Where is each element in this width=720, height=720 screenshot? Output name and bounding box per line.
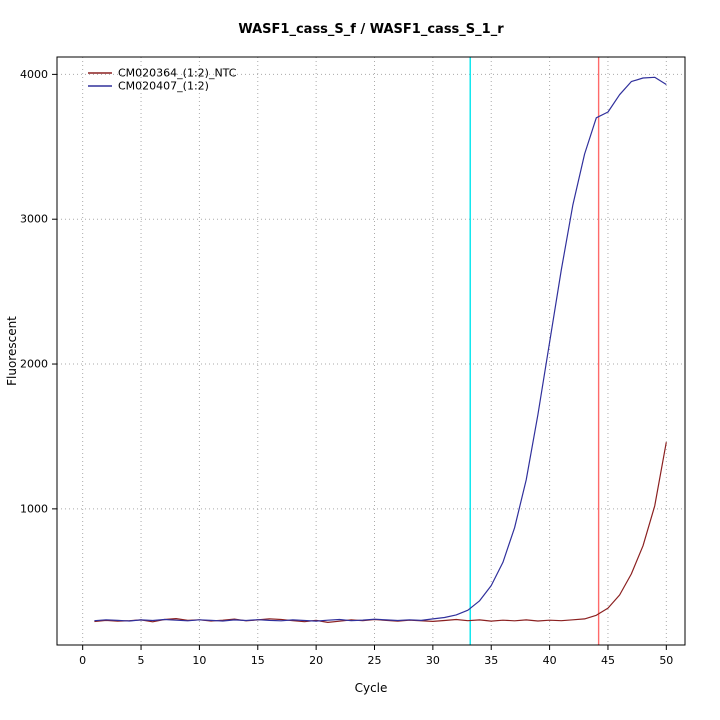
legend-label-0: CM020364_(1:2)_NTC <box>118 67 237 80</box>
series-line-1 <box>94 76 667 622</box>
chart-title: WASF1_cass_S_f / WASF1_cass_S_1_r <box>238 22 504 37</box>
x-tick-label: 30 <box>426 654 440 667</box>
x-tick-label: 0 <box>79 654 86 667</box>
plot-box <box>56 56 686 646</box>
x-tick-label: 35 <box>484 654 498 667</box>
x-tick-label: 20 <box>309 654 323 667</box>
x-tick-label: 40 <box>543 654 557 667</box>
series-line-0 <box>94 442 667 624</box>
y-axis-label: Fluorescent <box>5 316 19 386</box>
x-tick-label: 5 <box>138 654 145 667</box>
y-tick-label: 1000 <box>20 502 48 515</box>
x-axis-label: Cycle <box>355 681 388 695</box>
legend-label-1: CM020407_(1:2) <box>118 80 209 93</box>
x-tick-label: 15 <box>251 654 265 667</box>
x-tick-label: 10 <box>192 654 206 667</box>
y-tick-label: 4000 <box>20 68 48 81</box>
x-tick-label: 25 <box>368 654 382 667</box>
y-tick-label: 2000 <box>20 358 48 371</box>
x-tick-label: 50 <box>659 654 673 667</box>
y-tick-label: 3000 <box>20 213 48 226</box>
x-tick-label: 45 <box>601 654 615 667</box>
